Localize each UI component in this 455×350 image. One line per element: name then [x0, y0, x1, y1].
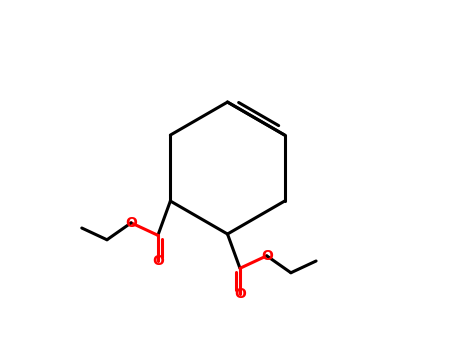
- Text: O: O: [125, 216, 137, 230]
- Text: O: O: [261, 249, 273, 263]
- Text: O: O: [152, 254, 164, 268]
- Text: O: O: [234, 287, 246, 301]
